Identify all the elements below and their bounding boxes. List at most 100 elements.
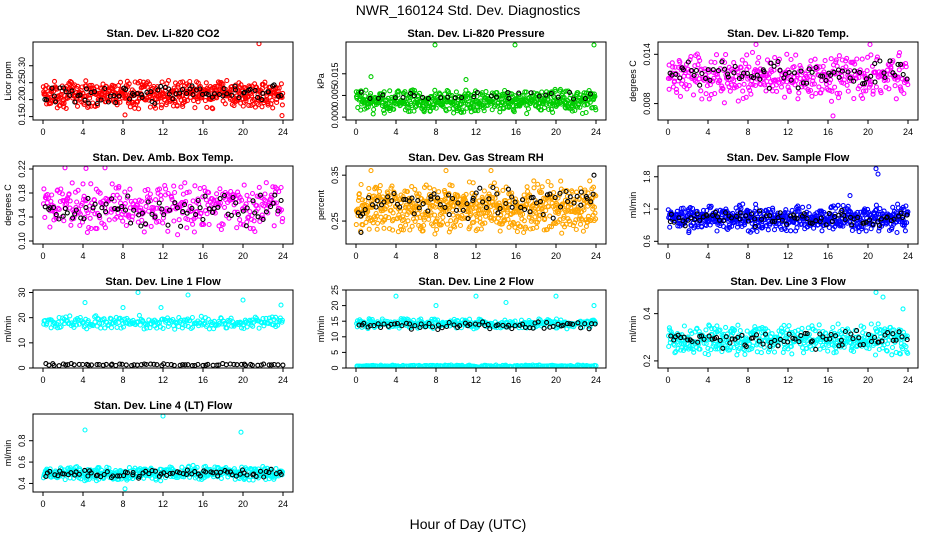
data-point bbox=[876, 222, 882, 229]
y-tick-label: 0.005 bbox=[330, 84, 340, 107]
data-point bbox=[666, 86, 672, 92]
y-tick-label: 0.25 bbox=[330, 212, 340, 230]
data-point bbox=[896, 67, 902, 73]
data-point bbox=[58, 324, 64, 330]
data-point bbox=[172, 189, 178, 196]
data-point bbox=[383, 214, 389, 220]
data-point bbox=[843, 58, 849, 64]
data-point bbox=[870, 88, 876, 94]
data-point bbox=[806, 66, 812, 72]
data-point bbox=[708, 203, 714, 209]
data-point bbox=[448, 218, 454, 224]
data-point bbox=[782, 210, 788, 216]
data-point bbox=[477, 185, 483, 191]
data-point bbox=[731, 327, 738, 333]
data-point bbox=[237, 319, 243, 325]
data-point bbox=[122, 112, 128, 118]
data-point bbox=[238, 82, 244, 88]
data-point bbox=[818, 215, 824, 221]
data-point bbox=[240, 297, 246, 303]
data-point bbox=[763, 222, 769, 229]
data-point bbox=[120, 218, 126, 224]
data-point bbox=[691, 72, 697, 78]
data-point bbox=[714, 228, 720, 234]
data-point bbox=[538, 212, 544, 218]
data-point bbox=[900, 204, 906, 210]
data-point bbox=[788, 56, 794, 63]
data-point bbox=[511, 209, 517, 215]
y-tick-label: 0.22 bbox=[17, 160, 27, 178]
data-point bbox=[503, 200, 509, 207]
data-point bbox=[550, 109, 556, 115]
data-point bbox=[261, 361, 267, 367]
y-tick-label: 10 bbox=[17, 338, 27, 348]
data-point bbox=[904, 220, 910, 226]
data-point bbox=[71, 362, 77, 368]
data-point bbox=[464, 201, 470, 207]
data-point bbox=[804, 80, 810, 86]
data-point bbox=[96, 212, 102, 219]
data-point bbox=[704, 213, 710, 219]
data-point bbox=[92, 319, 98, 325]
data-point bbox=[731, 78, 737, 84]
x-tick-label: 12 bbox=[471, 251, 481, 261]
data-point bbox=[531, 178, 537, 184]
data-point bbox=[156, 200, 162, 206]
data-point bbox=[401, 217, 407, 223]
data-point bbox=[868, 52, 874, 58]
data-point bbox=[270, 200, 276, 206]
data-point bbox=[411, 211, 417, 217]
data-point bbox=[198, 210, 204, 216]
data-point bbox=[465, 216, 471, 222]
data-point bbox=[685, 217, 691, 223]
data-point bbox=[205, 361, 211, 367]
data-point bbox=[692, 217, 698, 223]
data-point bbox=[211, 91, 218, 97]
data-point bbox=[204, 211, 210, 217]
data-point bbox=[119, 204, 125, 210]
data-point bbox=[116, 93, 122, 99]
data-point bbox=[411, 108, 417, 114]
data-point bbox=[453, 89, 459, 95]
data-point bbox=[674, 89, 680, 95]
data-point bbox=[545, 96, 551, 102]
data-point bbox=[241, 182, 247, 188]
data-point bbox=[201, 221, 207, 228]
data-point bbox=[247, 86, 253, 92]
data-point bbox=[695, 62, 701, 68]
data-point bbox=[793, 78, 799, 84]
data-point bbox=[139, 217, 145, 223]
data-point bbox=[752, 223, 758, 229]
data-point bbox=[852, 61, 858, 67]
data-point bbox=[428, 196, 434, 202]
data-point bbox=[539, 89, 545, 95]
data-point bbox=[841, 212, 847, 218]
data-point bbox=[565, 198, 571, 204]
data-point bbox=[165, 78, 172, 84]
data-point bbox=[231, 361, 237, 367]
data-point bbox=[353, 222, 359, 228]
x-tick-label: 16 bbox=[823, 251, 833, 261]
data-point bbox=[682, 223, 688, 229]
x-tick-label: 4 bbox=[80, 375, 85, 385]
data-point bbox=[470, 180, 476, 186]
data-point bbox=[567, 321, 573, 327]
data-point bbox=[471, 219, 477, 225]
data-point bbox=[843, 64, 849, 70]
data-point bbox=[60, 85, 67, 91]
data-point bbox=[535, 319, 541, 325]
data-point bbox=[236, 95, 242, 101]
data-point bbox=[721, 218, 727, 224]
data-point bbox=[754, 228, 760, 235]
data-point bbox=[453, 207, 460, 213]
data-point bbox=[438, 95, 444, 101]
data-point bbox=[587, 178, 593, 184]
data-point bbox=[722, 210, 729, 216]
data-point bbox=[101, 93, 108, 99]
data-point bbox=[841, 77, 847, 83]
data-point bbox=[191, 229, 197, 235]
x-tick-label: 8 bbox=[433, 375, 438, 385]
data-point bbox=[429, 324, 436, 330]
data-point bbox=[535, 181, 541, 187]
data-point bbox=[131, 207, 137, 213]
